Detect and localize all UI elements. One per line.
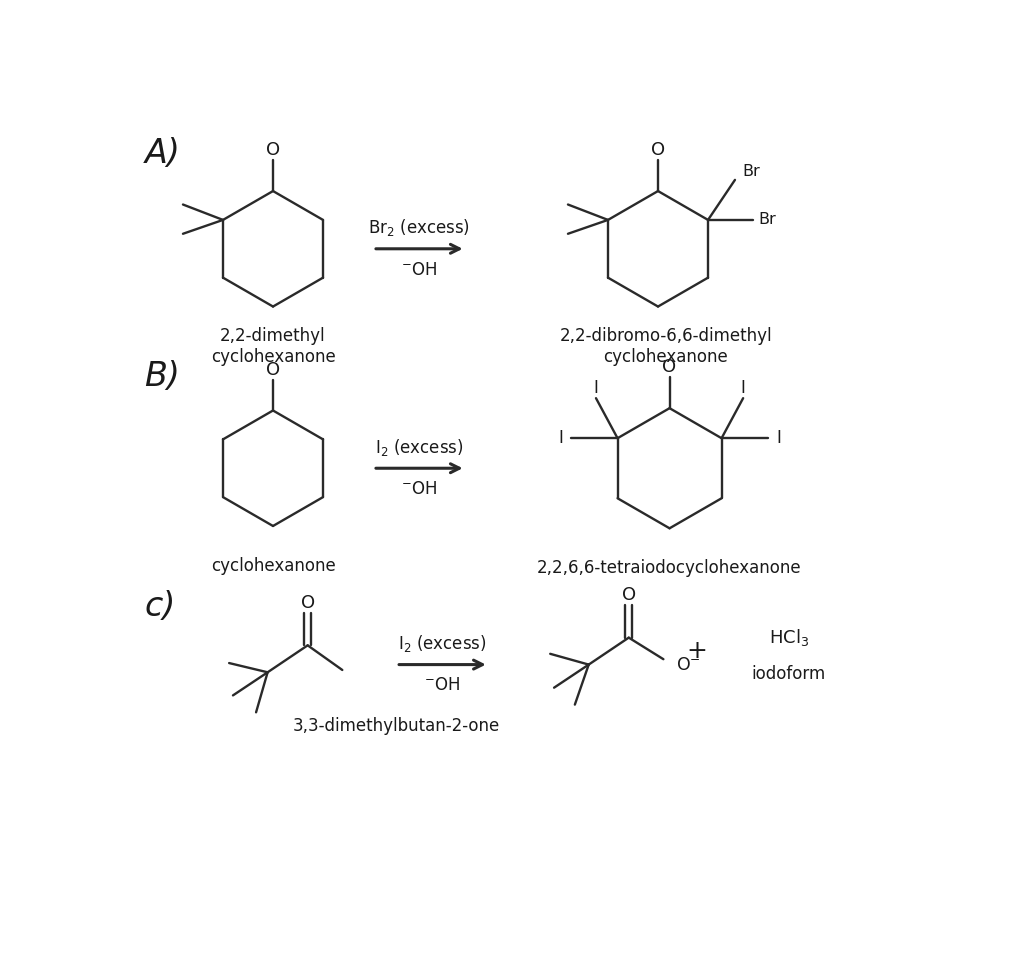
Text: O: O [622, 587, 636, 604]
Text: cyclohexanone: cyclohexanone [211, 557, 336, 575]
Text: 3,3-dimethylbutan-2-one: 3,3-dimethylbutan-2-one [292, 717, 500, 735]
Text: O: O [651, 142, 665, 159]
Text: I: I [558, 429, 563, 447]
Text: 2,2,6,6-tetraiodocyclohexanone: 2,2,6,6-tetraiodocyclohexanone [538, 559, 802, 578]
Text: O$^{-}$: O$^{-}$ [676, 656, 700, 673]
Text: $^{-}$OH: $^{-}$OH [401, 480, 437, 498]
Text: O: O [663, 358, 677, 377]
Text: +: + [686, 638, 707, 663]
Text: A): A) [144, 138, 180, 170]
Text: Br: Br [742, 164, 760, 179]
Text: $^{-}$OH: $^{-}$OH [401, 261, 437, 278]
Text: O: O [266, 361, 281, 379]
Text: O: O [266, 142, 281, 159]
Text: I$_2$ (excess): I$_2$ (excess) [398, 633, 486, 654]
Text: $^{-}$OH: $^{-}$OH [424, 676, 461, 694]
Text: Br: Br [759, 213, 776, 227]
Text: I: I [740, 379, 745, 397]
Text: O: O [301, 594, 314, 612]
Text: HCl$_3$: HCl$_3$ [769, 628, 809, 648]
Text: 2,2-dimethyl
cyclohexanone: 2,2-dimethyl cyclohexanone [211, 327, 336, 366]
Text: Br$_2$ (excess): Br$_2$ (excess) [369, 218, 470, 238]
Text: I: I [776, 429, 781, 447]
Text: I: I [594, 379, 598, 397]
Text: I$_2$ (excess): I$_2$ (excess) [375, 437, 464, 458]
Text: iodoform: iodoform [752, 665, 826, 683]
Text: 2,2-dibromo-6,6-dimethyl
cyclohexanone: 2,2-dibromo-6,6-dimethyl cyclohexanone [559, 327, 772, 366]
Text: B): B) [144, 360, 180, 393]
Text: c): c) [144, 590, 176, 623]
